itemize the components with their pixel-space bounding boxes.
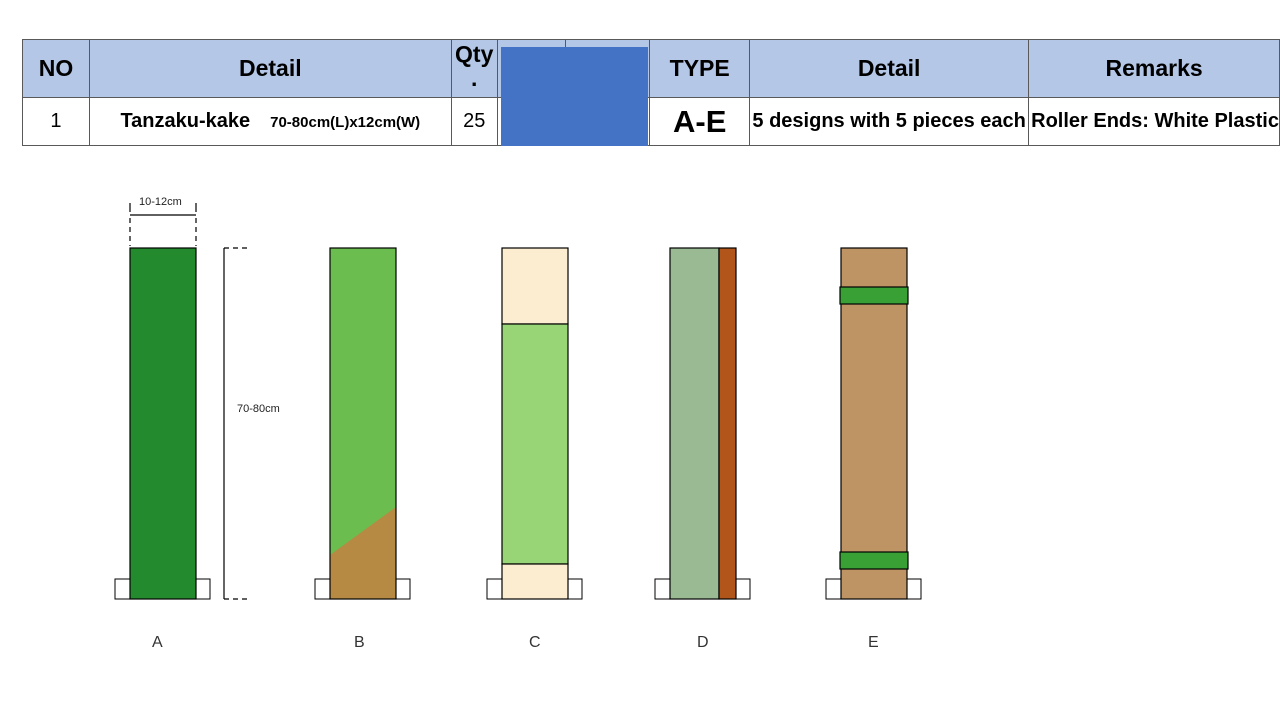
- panel-bottom-cream: [501, 563, 569, 600]
- cell-remarks: Roller Ends: White Plastic: [1028, 97, 1280, 146]
- roller-end-left: [825, 578, 843, 600]
- design-e: [825, 247, 922, 600]
- design-label-c: C: [529, 634, 541, 651]
- cell-qty: 25: [450, 97, 498, 146]
- band-top: [839, 286, 909, 305]
- width-label: 10-12cm: [139, 196, 182, 208]
- panel-brown-corner: [330, 507, 396, 599]
- band-bottom: [839, 551, 909, 570]
- roller-end-left: [486, 578, 504, 600]
- design-c: [486, 247, 583, 600]
- panel-middle-green: [501, 323, 569, 565]
- panel-body: [129, 247, 197, 600]
- height-dimension: [223, 247, 248, 600]
- header-remarks: Remarks: [1028, 39, 1280, 98]
- height-label: 70-80cm: [237, 403, 280, 415]
- panel-body: [669, 247, 720, 600]
- cell-type: A-E: [649, 97, 751, 146]
- item-dimensions: 70-80cm(L)x12cm(W): [270, 114, 421, 131]
- header-no: NO: [22, 39, 90, 98]
- design-a: [114, 247, 211, 600]
- design-b: [314, 247, 411, 600]
- roller-end-right: [734, 578, 751, 600]
- cell-detail-2: 5 designs with 5 pieces each: [749, 97, 1030, 146]
- redaction-box: [501, 47, 648, 146]
- width-dimension: [129, 203, 197, 246]
- panel-top-cream: [501, 247, 569, 325]
- type-value: A-E: [673, 103, 727, 139]
- design-label-b: B: [354, 634, 365, 651]
- roller-end-left: [654, 578, 672, 600]
- header-qty-label: Qty: [455, 41, 494, 67]
- design-d: [654, 247, 751, 600]
- header-detail: Detail: [88, 39, 452, 98]
- roller-end-right: [194, 578, 211, 600]
- roller-end-left: [314, 578, 332, 600]
- roller-end-left: [114, 578, 132, 600]
- design-label-e: E: [868, 634, 879, 651]
- header-type: TYPE: [649, 39, 751, 98]
- roller-end-right: [905, 578, 922, 600]
- roller-end-right: [566, 578, 583, 600]
- header-qty-mark: .: [471, 65, 478, 91]
- cell-no: 1: [22, 97, 90, 146]
- design-label-d: D: [697, 634, 709, 651]
- design-label-a: A: [152, 634, 163, 651]
- cell-detail: Tanzaku-kake 70-80cm(L)x12cm(W): [88, 97, 452, 146]
- panel-outline: [329, 247, 397, 600]
- panel-body: [840, 247, 908, 600]
- panel-stripe: [718, 247, 737, 600]
- roller-end-right: [394, 578, 411, 600]
- header-qty: Qty .: [450, 39, 498, 98]
- item-name: Tanzaku-kake: [120, 110, 251, 132]
